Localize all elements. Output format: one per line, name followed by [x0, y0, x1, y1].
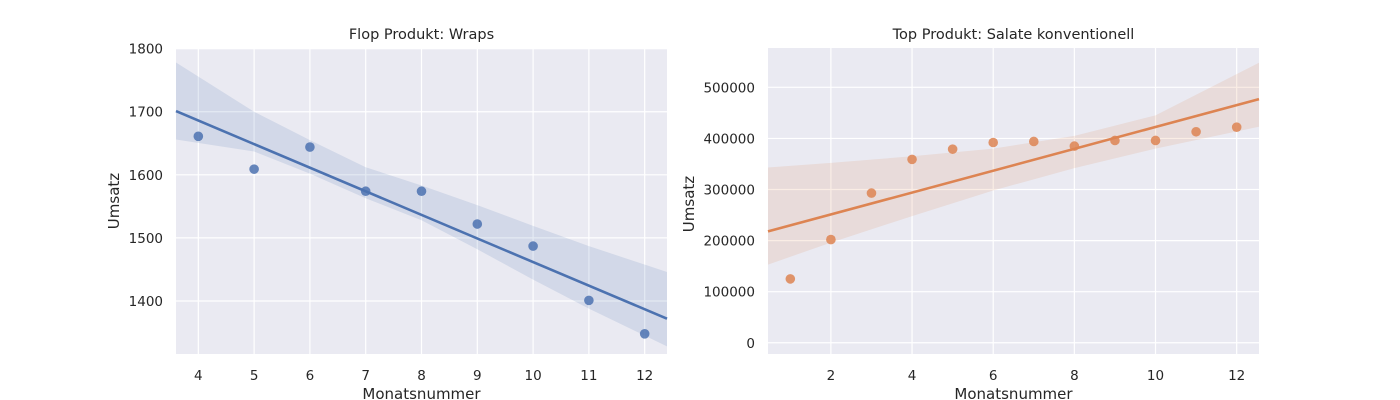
x-tick-label: 4: [194, 368, 203, 384]
x-tick-label: 4: [908, 368, 917, 384]
data-point: [584, 295, 594, 306]
x-tick-label: 9: [473, 368, 482, 384]
data-point: [305, 142, 315, 152]
x-tick-label: 8: [417, 368, 426, 384]
data-point: [639, 329, 650, 339]
confidence-band: [176, 62, 667, 347]
x-tick-label: 7: [361, 368, 370, 384]
regression-line-layer: [175, 109, 668, 320]
x-tick-label: 11: [580, 368, 597, 384]
tick-labels: 2 4 6 8 10 12 0 100000 200000 300000 400000 500000: [703, 80, 1245, 384]
x-tick-label: 12: [1228, 368, 1245, 384]
y-tick-label: 0: [746, 336, 755, 352]
x-tick-label: 8: [1070, 368, 1079, 384]
chart-salate: 2 4 6 8 10 120100000200000300000400000500000 …: [680, 27, 1260, 400]
x-axis-label: Monatsnummer: [954, 385, 1073, 400]
gridlines: [768, 48, 1259, 354]
tick-labels: 4 5 6 7 8 9 10 11 12 1400 1500 1600 1700 1800: [129, 42, 654, 384]
x-tick-label: 2: [827, 368, 836, 384]
y-tick-label: 1600: [129, 168, 163, 184]
regression-line: [175, 109, 668, 320]
data-point: [416, 186, 427, 197]
data-point: [193, 131, 204, 142]
data-point: [785, 274, 796, 284]
data-point: [1231, 122, 1242, 132]
data-point: [947, 144, 958, 154]
data-point: [826, 234, 836, 245]
x-tick-label: 10: [1147, 368, 1164, 384]
chart-title: Top Produkt: Salate konventionell: [892, 27, 1135, 43]
x-tick-label: 6: [306, 368, 315, 384]
data-point: [528, 241, 538, 251]
y-axis-label: Umsatz: [680, 176, 698, 232]
data-point: [249, 164, 259, 174]
x-tick-label: 6: [989, 368, 998, 384]
data-point: [1191, 126, 1201, 137]
data-point: [472, 219, 483, 229]
data-point: [1028, 136, 1039, 147]
chart-title: Flop Produkt: Wraps: [349, 27, 494, 43]
data-points: [193, 131, 650, 339]
y-tick-label: 1400: [129, 294, 163, 310]
y-tick-label: 400000: [703, 131, 755, 147]
data-point: [1110, 135, 1120, 146]
data-point: [1150, 135, 1161, 146]
y-tick-label: 1800: [129, 42, 163, 58]
x-axis-label: Monatsnummer: [362, 385, 481, 400]
y-tick-label: 1500: [129, 231, 163, 247]
y-tick-label: 100000: [703, 285, 755, 301]
data-point: [1069, 141, 1080, 151]
chart-wraps: 4 5 6 7 8 9 10 11 12 1400 1500 1600 1700 1800 Flop Pr…: [105, 27, 668, 400]
y-tick-label: 500000: [703, 80, 755, 96]
x-tick-label: 5: [250, 368, 259, 384]
data-point: [360, 186, 371, 197]
data-points: [785, 122, 1242, 284]
x-tick-label: 12: [636, 368, 653, 384]
data-point: [907, 154, 917, 165]
y-tick-label: 200000: [703, 234, 755, 250]
confidence-band-layer: [768, 62, 1259, 265]
data-point: [866, 188, 877, 198]
y-tick-label: 1700: [129, 105, 163, 121]
regression-line: [767, 97, 1260, 233]
regression-line-layer: [767, 97, 1260, 233]
data-point: [988, 137, 999, 148]
y-axis-label: Umsatz: [105, 173, 123, 229]
confidence-band-layer: [176, 62, 667, 347]
y-tick-label: 300000: [703, 183, 755, 199]
plot-area-background: [768, 48, 1259, 354]
x-tick-label: 10: [524, 368, 541, 384]
confidence-band: [768, 62, 1259, 265]
